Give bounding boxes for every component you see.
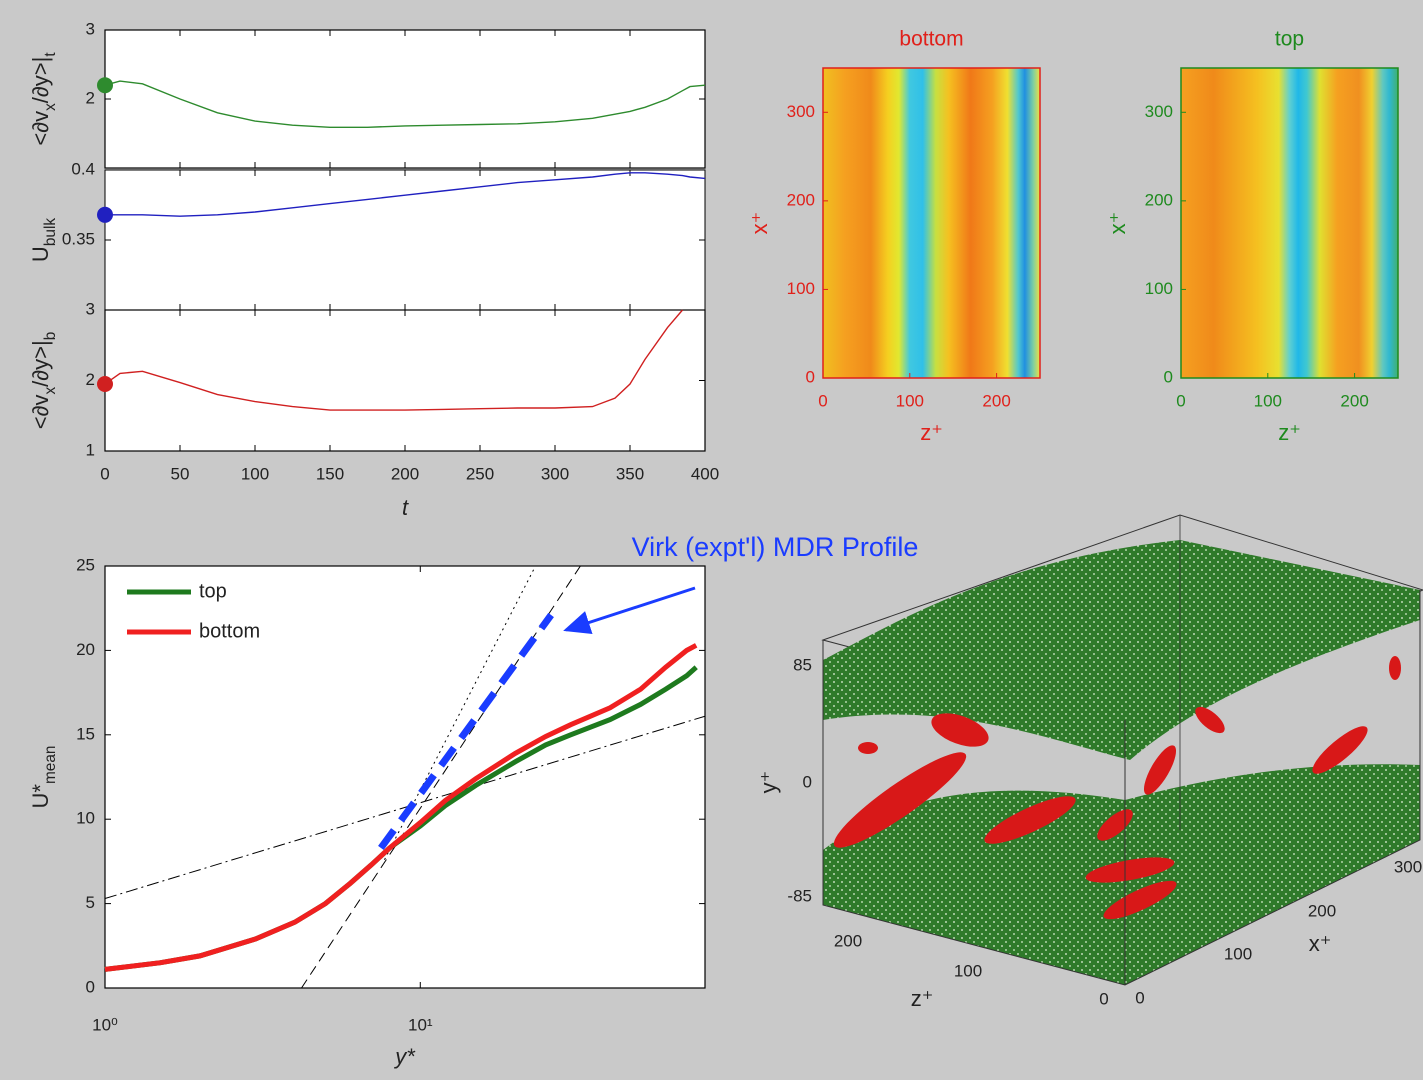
y-tick-label: 0.4 — [71, 159, 95, 178]
x-axis-label: x⁺ — [1309, 931, 1332, 956]
y-axis-label-part: <∂v — [28, 395, 53, 430]
x-axis-label: y* — [393, 1044, 416, 1069]
figure: 85 0 -85 200 100 0 0 100 200 300 y⁺ z⁺ x… — [0, 0, 1423, 1080]
y-tick-label: 5 — [86, 893, 95, 912]
x-tick-label: 0 — [100, 464, 109, 483]
y-tick-label: 3 — [86, 299, 95, 318]
x-tick-label: 10¹ — [408, 1015, 433, 1034]
start-marker — [97, 77, 113, 93]
y-tick-label: 300 — [787, 102, 815, 121]
legend-label: top — [199, 580, 227, 602]
y-axis-label-part: b — [42, 332, 59, 341]
plot-area — [105, 170, 705, 310]
y-tick-label: 100 — [1145, 279, 1173, 298]
y-tick-label: 0 — [803, 772, 812, 791]
z-tick-label: 200 — [834, 931, 862, 950]
x-axis-label: t — [402, 495, 409, 520]
y-axis-label: Ubulk — [28, 218, 59, 262]
x-tick-label: 10⁰ — [92, 1015, 118, 1034]
y-tick-label: 25 — [76, 555, 95, 574]
x-tick-label: 0 — [818, 391, 827, 410]
y-tick-label: 0 — [1164, 367, 1173, 386]
y-tick-label: 100 — [787, 279, 815, 298]
y-axis-label-part: bulk — [42, 218, 59, 247]
y-tick-label: 1 — [86, 440, 95, 459]
x-tick-label: 250 — [466, 464, 494, 483]
x-tick-label: 50 — [171, 464, 190, 483]
y-axis-label-part: /∂y>| — [28, 57, 53, 104]
x-tick-label: 0 — [1176, 391, 1185, 410]
x-tick-label: 200 — [391, 464, 419, 483]
y-axis-label: y⁺ — [756, 771, 781, 794]
annotation: Virk (expt'l) MDR Profile — [632, 532, 919, 562]
x-tick-label: 350 — [616, 464, 644, 483]
x-axis-label-part: y* — [393, 1044, 416, 1069]
vortex — [858, 742, 878, 754]
y-axis-label-part: mean — [42, 746, 59, 785]
y-tick-label: 0.35 — [62, 229, 95, 248]
x-tick-label: 200 — [1340, 391, 1368, 410]
y-tick-label: 0 — [806, 367, 815, 386]
y-tick-label: 0 — [86, 977, 95, 996]
x-axis-label: z⁺ — [920, 420, 943, 445]
plot-area — [105, 30, 705, 168]
y-tick-label: 2 — [86, 370, 95, 389]
y-tick-label: 200 — [1145, 190, 1173, 209]
z-tick-label: 100 — [954, 961, 982, 980]
y-tick-label: 2 — [86, 88, 95, 107]
y-axis-label-part: <∂v — [28, 111, 53, 146]
heatmap-image — [823, 68, 1040, 378]
y-tick-label: 300 — [1145, 102, 1173, 121]
x-tick-label: 200 — [1308, 901, 1336, 920]
x-tick-label: 300 — [1394, 857, 1422, 876]
x-tick-label: 300 — [541, 464, 569, 483]
x-axis-label-part: t — [402, 495, 409, 520]
plot-area — [105, 310, 705, 451]
x-tick-label: 100 — [896, 391, 924, 410]
x-tick-label: 100 — [1224, 944, 1252, 963]
plot-area — [105, 566, 705, 988]
x-axis-label: z⁺ — [1278, 420, 1301, 445]
y-axis-label: <∂vx/∂y>|t — [28, 52, 59, 146]
z-tick-label: 0 — [1099, 989, 1108, 1008]
y-tick-label: 85 — [793, 655, 812, 674]
y-tick-label: 15 — [76, 724, 95, 743]
legend-label: bottom — [199, 620, 260, 642]
y-axis-label-part: U* — [28, 784, 53, 809]
y-tick-label: 3 — [86, 19, 95, 38]
y-axis-label: U*mean — [28, 746, 59, 809]
y-axis-label: x⁺ — [1105, 212, 1130, 235]
y-tick-label: 20 — [76, 640, 95, 659]
y-axis-label: x⁺ — [747, 212, 772, 235]
x-tick-label: 150 — [316, 464, 344, 483]
page: {"chart_data":[ {"type":"line","ylabel":… — [0, 0, 1423, 1080]
y-axis-label-part: t — [42, 52, 59, 57]
y-tick-label: 10 — [76, 809, 95, 828]
y-axis-label: <∂vx/∂y>|b — [28, 332, 59, 430]
y-tick-label: -85 — [787, 886, 812, 905]
y-tick-label: 200 — [787, 190, 815, 209]
y-axis-label-part: U — [28, 246, 53, 262]
chart-title: top — [1275, 28, 1304, 51]
x-tick-label: 0 — [1135, 988, 1144, 1007]
z-axis-label: z⁺ — [911, 986, 934, 1011]
x-tick-label: 100 — [1254, 391, 1282, 410]
vortex — [1389, 656, 1401, 680]
start-marker — [97, 207, 113, 223]
x-tick-label: 200 — [982, 391, 1010, 410]
x-tick-label: 400 — [691, 464, 719, 483]
y-axis-label-part: /∂y>| — [28, 340, 53, 387]
start-marker — [97, 376, 113, 392]
chart-title: bottom — [899, 28, 963, 51]
heatmap-image — [1181, 68, 1398, 378]
render-3d: 85 0 -85 200 100 0 0 100 200 300 y⁺ z⁺ x… — [756, 515, 1423, 1011]
x-tick-label: 100 — [241, 464, 269, 483]
